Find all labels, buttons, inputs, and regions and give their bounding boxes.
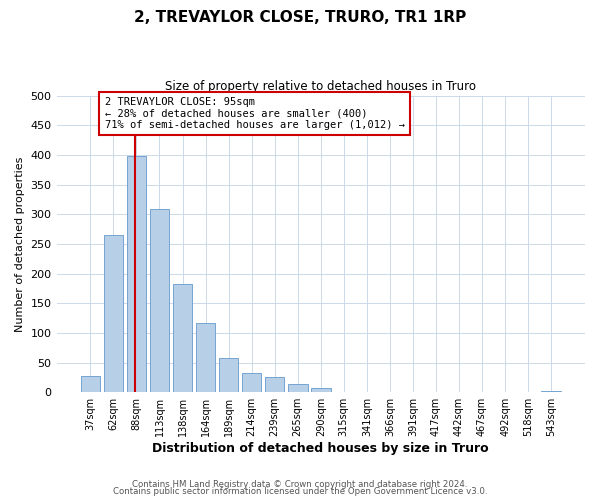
Bar (196, 323, 215, 392)
Bar (104, 235, 123, 392)
Bar (127, 156, 146, 392)
Text: Contains public sector information licensed under the Open Government Licence v3: Contains public sector information licen… (113, 487, 487, 496)
Bar (288, 384, 308, 392)
Title: Size of property relative to detached houses in Truro: Size of property relative to detached ho… (165, 80, 476, 93)
Y-axis label: Number of detached properties: Number of detached properties (15, 156, 25, 332)
Text: 2 TREVAYLOR CLOSE: 95sqm
← 28% of detached houses are smaller (400)
71% of semi-: 2 TREVAYLOR CLOSE: 95sqm ← 28% of detach… (104, 96, 404, 130)
Text: Contains HM Land Registry data © Crown copyright and database right 2024.: Contains HM Land Registry data © Crown c… (132, 480, 468, 489)
Bar (242, 373, 262, 392)
X-axis label: Distribution of detached houses by size in Truro: Distribution of detached houses by size … (152, 442, 489, 455)
Bar (173, 284, 193, 392)
Bar (80, 376, 100, 392)
Bar (149, 210, 169, 392)
Bar (265, 378, 284, 392)
Bar (541, 391, 561, 392)
Bar (311, 388, 331, 392)
Bar (219, 358, 238, 392)
Text: 2, TREVAYLOR CLOSE, TRURO, TR1 1RP: 2, TREVAYLOR CLOSE, TRURO, TR1 1RP (134, 10, 466, 25)
